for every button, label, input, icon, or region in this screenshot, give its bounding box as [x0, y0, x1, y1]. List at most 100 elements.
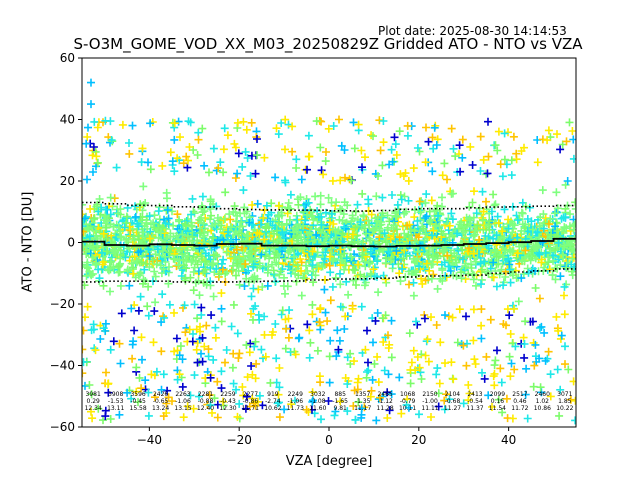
scatter-point — [209, 355, 218, 364]
scatter-point — [134, 306, 143, 315]
scatter-point — [257, 250, 266, 259]
scatter-point — [374, 288, 383, 297]
scatter-point — [294, 200, 303, 209]
scatter-point — [468, 198, 477, 207]
scatter-point — [307, 211, 316, 220]
scatter-point — [318, 262, 327, 271]
scatter-point — [175, 351, 184, 360]
scatter-point — [525, 203, 534, 212]
scatter-point — [417, 375, 426, 383]
scatter-point — [480, 257, 489, 266]
scatter-point — [87, 326, 96, 335]
scatter-point — [308, 397, 317, 406]
scatter-point — [325, 378, 334, 387]
scatter-point — [447, 124, 456, 133]
scatter-point — [229, 349, 238, 358]
scatter-point — [413, 144, 422, 152]
x-tick-label: 0 — [325, 433, 333, 447]
scatter-point — [109, 263, 118, 272]
scatter-point — [150, 307, 159, 316]
scatter-point — [490, 201, 499, 210]
scatter-point — [569, 253, 576, 262]
scatter-point — [275, 252, 284, 261]
scatter-point — [152, 260, 161, 269]
y-tick-label: 0 — [67, 236, 75, 250]
scatter-point — [274, 218, 283, 227]
upper-sigma-line — [82, 201, 576, 212]
scatter-point — [477, 280, 485, 289]
scatter-point — [448, 231, 457, 240]
scatter-point — [354, 398, 363, 407]
scatter-point — [232, 271, 240, 280]
scatter-point — [229, 300, 238, 309]
scatter-point — [213, 214, 222, 222]
scatter-point — [137, 333, 146, 342]
scatter-point — [173, 375, 182, 384]
scatter-point — [210, 394, 219, 403]
scatter-point — [82, 227, 88, 236]
scatter-point — [125, 281, 134, 290]
scatter-point — [271, 320, 280, 328]
scatter-point — [173, 210, 182, 219]
scatter-point — [256, 244, 265, 253]
scatter-point — [556, 145, 565, 154]
scatter-point — [308, 300, 317, 309]
scatter-point — [478, 265, 486, 274]
scatter-point — [150, 223, 159, 232]
scatter-point — [238, 162, 247, 171]
scatter-point — [364, 259, 373, 267]
scatter-point — [295, 333, 304, 342]
bin-stat-mean: -0.65 — [153, 398, 169, 405]
scatter-point — [128, 340, 137, 349]
scatter-point — [296, 193, 305, 202]
scatter-point — [487, 207, 496, 216]
scatter-point — [92, 259, 101, 268]
x-tick-label: 40 — [501, 433, 516, 447]
scatter-point — [478, 187, 487, 196]
scatter-point — [373, 257, 382, 266]
scatter-point — [465, 214, 474, 223]
scatter-point — [292, 155, 301, 164]
scatter-point — [489, 234, 498, 243]
scatter-point — [292, 224, 301, 232]
scatter-point — [200, 342, 209, 351]
scatter-point — [522, 364, 531, 373]
scatter-point — [288, 122, 297, 131]
scatter-point — [490, 245, 499, 254]
scatter-point — [518, 220, 527, 229]
scatter-point — [388, 157, 397, 166]
scatter-point — [226, 215, 235, 224]
scatter-point — [561, 360, 569, 369]
scatter-point — [304, 198, 313, 207]
scatter-point — [424, 137, 433, 146]
scatter-point — [363, 326, 371, 335]
scatter-point — [415, 410, 423, 419]
scatter-point — [87, 407, 95, 416]
scatter-point — [459, 399, 468, 408]
scatter-point — [96, 335, 105, 343]
scatter-point — [432, 321, 441, 329]
scatter-point — [427, 313, 435, 322]
scatter-point — [477, 321, 486, 330]
scatter-point — [197, 252, 206, 261]
scatter-point — [272, 354, 281, 363]
scatter-point — [139, 279, 147, 288]
scatter-point — [505, 352, 514, 361]
scatter-point — [232, 245, 241, 254]
scatter-point — [199, 219, 208, 228]
scatter-point — [421, 214, 430, 222]
scatter-point — [448, 313, 457, 322]
scatter-point — [360, 257, 369, 266]
scatter-point — [453, 229, 462, 238]
x-axis-label: VZA [degree] — [285, 454, 373, 469]
scatter-point — [253, 228, 262, 237]
bin-stat-count: 2426 — [153, 391, 168, 398]
scatter-point — [496, 160, 505, 169]
scatter-point — [275, 364, 284, 372]
scatter-point — [366, 236, 375, 245]
scatter-point — [565, 118, 574, 127]
chart-title: S-O3M_GOME_VOD_XX_M03_20250829Z Gridded … — [73, 35, 583, 53]
scatter-point — [235, 280, 244, 289]
scatter-point — [251, 337, 260, 346]
scatter-point — [475, 235, 484, 244]
